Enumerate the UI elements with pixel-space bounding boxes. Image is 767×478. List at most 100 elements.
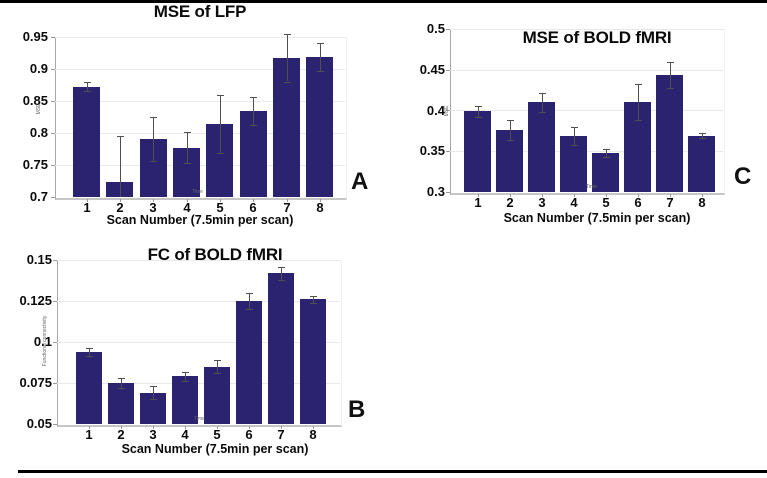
error-cap-top xyxy=(284,34,291,35)
gridline xyxy=(55,69,345,70)
error-cap-bottom xyxy=(507,140,514,141)
x-tick-mark xyxy=(287,199,288,202)
error-bar xyxy=(121,378,122,388)
gridline xyxy=(450,70,723,71)
x-tick-mark xyxy=(120,199,121,202)
error-bar xyxy=(253,97,254,125)
bar xyxy=(464,111,491,192)
error-cap-bottom xyxy=(475,117,482,118)
error-bar xyxy=(87,82,88,91)
error-cap-bottom xyxy=(184,163,191,164)
error-cap-bottom xyxy=(603,157,610,158)
x-axis-small-label: Time xyxy=(586,184,597,190)
y-tick-mark xyxy=(51,165,55,166)
bar xyxy=(528,102,555,192)
bar xyxy=(172,376,198,424)
x-tick-mark xyxy=(153,199,154,202)
y-tick-mark xyxy=(53,301,57,302)
x-tick-label: 6 xyxy=(634,195,642,210)
x-tick-label: 7 xyxy=(666,195,674,210)
error-cap-bottom xyxy=(539,112,546,113)
bar xyxy=(273,58,300,197)
bar xyxy=(73,87,100,197)
error-cap-top xyxy=(539,93,546,94)
y-tick-label: 0.9 xyxy=(29,61,48,76)
bar xyxy=(268,273,294,424)
x-tick-label: 7 xyxy=(277,427,285,442)
y-tick-mark xyxy=(446,192,450,193)
x-axis-small-label: Time xyxy=(194,416,205,422)
y-tick-label: 0.8 xyxy=(29,125,48,140)
y-axis-small-label: MSE xyxy=(36,103,42,115)
y-tick-mark xyxy=(53,342,57,343)
error-cap-bottom xyxy=(284,82,291,83)
x-tick-label: 8 xyxy=(698,195,706,210)
error-cap-top xyxy=(86,348,93,349)
x-tick-mark xyxy=(313,426,314,429)
x-tick-mark xyxy=(217,426,218,429)
error-bar xyxy=(185,372,186,382)
error-cap-top xyxy=(699,133,706,134)
error-cap-top xyxy=(571,127,578,128)
x-axis-small-label: Time xyxy=(192,189,203,195)
error-cap-top xyxy=(635,84,642,85)
panel-letter: A xyxy=(351,168,369,195)
bottom-border xyxy=(18,470,767,473)
error-cap-top xyxy=(182,372,189,373)
y-tick-label: 0.05 xyxy=(26,416,52,431)
x-tick-mark xyxy=(187,199,188,202)
x-tick-mark xyxy=(121,426,122,429)
gridline xyxy=(57,342,340,343)
x-tick-label: 2 xyxy=(116,200,124,215)
gridline xyxy=(57,260,340,261)
bar xyxy=(106,182,133,197)
error-cap-top xyxy=(667,62,674,63)
x-tick-mark xyxy=(670,194,671,197)
x-tick-label: 8 xyxy=(309,427,317,442)
error-cap-bottom xyxy=(246,309,253,310)
y-tick-mark xyxy=(51,133,55,134)
error-cap-bottom xyxy=(310,303,317,304)
x-tick-label: 7 xyxy=(283,200,291,215)
x-tick-mark xyxy=(253,199,254,202)
error-cap-top xyxy=(317,43,324,44)
error-cap-bottom xyxy=(182,381,189,382)
error-cap-bottom xyxy=(635,120,642,121)
gridline xyxy=(55,101,345,102)
x-tick-mark xyxy=(320,199,321,202)
bar xyxy=(206,124,233,197)
y-tick-label: 0.35 xyxy=(419,143,445,159)
error-cap-top xyxy=(217,95,224,96)
top-border xyxy=(0,0,767,3)
error-cap-bottom xyxy=(86,356,93,357)
error-bar xyxy=(702,133,703,138)
x-tick-label: 6 xyxy=(245,427,253,442)
x-tick-label: 3 xyxy=(538,195,546,210)
panel-letter: B xyxy=(348,396,366,423)
x-axis-title: Scan Number (7.5min per scan) xyxy=(503,211,691,225)
y-tick-mark xyxy=(51,197,55,198)
bar xyxy=(108,383,134,424)
error-bar xyxy=(320,43,321,71)
chart-title: FC of BOLD fMRI xyxy=(147,245,283,264)
error-cap-top xyxy=(475,106,482,107)
x-tick-label: 4 xyxy=(183,200,191,215)
error-cap-bottom xyxy=(699,138,706,139)
x-tick-label: 2 xyxy=(506,195,514,210)
bar xyxy=(76,352,102,424)
gridline xyxy=(450,110,723,111)
x-tick-mark xyxy=(638,194,639,197)
error-bar xyxy=(287,34,288,81)
x-tick-label: 2 xyxy=(117,427,125,442)
bar xyxy=(204,367,230,424)
gridline xyxy=(57,301,340,302)
y-tick-mark xyxy=(446,151,450,152)
bar xyxy=(173,148,200,197)
error-cap-top xyxy=(150,117,157,118)
x-tick-label: 1 xyxy=(83,200,91,215)
error-cap-top xyxy=(214,360,221,361)
y-tick-mark xyxy=(446,110,450,111)
error-cap-top xyxy=(278,267,285,268)
error-bar xyxy=(249,293,250,309)
x-tick-label: 4 xyxy=(570,195,578,210)
